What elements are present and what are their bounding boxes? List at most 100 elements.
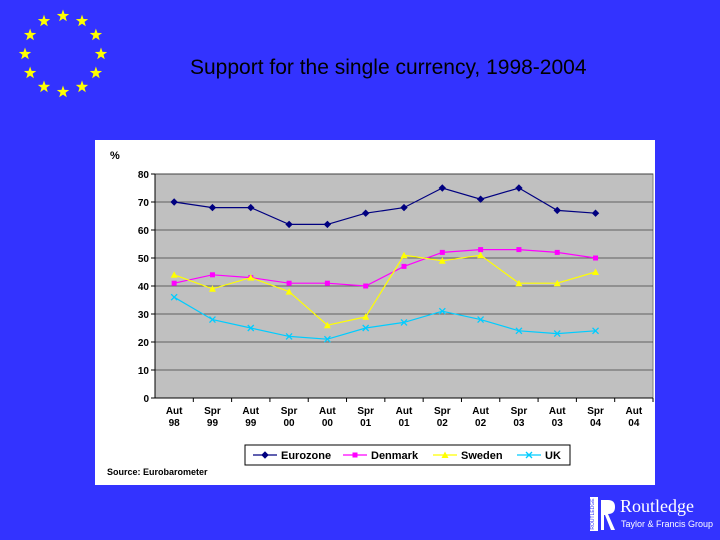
data-point-uk: [438, 307, 446, 315]
eu-star-icon: [23, 66, 37, 79]
x-tick-label-line: 04: [590, 418, 602, 429]
x-tick-label-line: 03: [513, 418, 525, 429]
data-point-sweden: [592, 268, 600, 275]
eu-star-icon: [37, 80, 51, 93]
y-tick-label: 30: [138, 310, 150, 321]
series-line-sweden: [173, 254, 596, 326]
y-tick-label: 0: [143, 394, 149, 405]
data-point-denmark: [478, 247, 484, 253]
series-uk: [170, 293, 599, 343]
data-point-sweden: [515, 279, 523, 287]
x-tick-label: Aut 01: [396, 406, 413, 429]
data-point-uk: [400, 318, 408, 326]
eu-flag-stars-icon: [18, 9, 108, 98]
x-tick-label-line: 01: [398, 418, 410, 429]
data-point-eurozone: [170, 198, 178, 206]
x-tick-label: Aut 98: [166, 406, 183, 429]
legend-marker-uk: [525, 451, 533, 459]
data-point-eurozone: [591, 209, 600, 217]
x-tick-label-line: 99: [245, 418, 257, 429]
data-point-sweden: [323, 321, 331, 329]
series-line-denmark: [174, 248, 596, 287]
eu-star-icon: [75, 80, 89, 93]
x-tick-label-line: 01: [360, 418, 372, 429]
data-point-denmark: [439, 249, 445, 255]
x-tick-label-line: 02: [437, 418, 449, 429]
chart-source: Source: Eurobarometer: [107, 467, 208, 477]
data-point-eurozone: [553, 206, 561, 215]
data-point-eurozone: [438, 184, 447, 192]
x-tick-label-line: Aut: [242, 406, 259, 417]
data-point-denmark: [401, 263, 407, 269]
x-tick-label: Aut 00: [319, 406, 336, 429]
x-tick-label-line: 00: [284, 418, 296, 429]
data-point-denmark: [286, 280, 292, 286]
y-tick-label: 70: [138, 198, 150, 209]
series-sweden: [170, 251, 600, 329]
series-eurozone: [170, 184, 600, 229]
data-point-uk: [362, 324, 370, 332]
logo-tagline: Taylor & Francis Group: [621, 519, 714, 529]
data-point-eurozone: [323, 220, 332, 229]
eu-star-icon: [89, 28, 103, 41]
data-point-uk: [285, 332, 293, 340]
series-line-uk: [173, 296, 596, 340]
y-tick-label: 80: [138, 170, 150, 181]
x-tick-label-line: 99: [207, 418, 219, 429]
data-point-denmark: [593, 255, 599, 261]
x-tick-label: Spr 99: [204, 406, 221, 429]
data-point-sweden: [438, 257, 446, 264]
data-point-uk: [209, 316, 216, 324]
data-point-uk: [592, 327, 599, 335]
data-point-uk: [170, 293, 178, 301]
data-point-eurozone: [208, 203, 217, 212]
x-tick-label-line: 02: [475, 418, 487, 429]
series-line-eurozone: [174, 187, 596, 226]
legend-marker-denmark: [352, 452, 358, 458]
eu-star-icon: [23, 28, 37, 41]
data-point-eurozone: [247, 203, 255, 212]
x-tick-label-line: Spr: [357, 406, 374, 417]
data-point-sweden: [247, 274, 255, 281]
x-tick-label-line: Aut: [166, 406, 183, 417]
data-point-eurozone: [361, 209, 370, 217]
x-tick-label-line: Aut: [626, 406, 643, 417]
y-tick-label: 60: [138, 226, 150, 237]
x-tick-label-line: Aut: [396, 406, 413, 417]
x-tick-label: Spr 03: [511, 406, 528, 429]
data-point-denmark: [171, 280, 177, 286]
eu-star-icon: [37, 14, 51, 27]
x-tick-label-line: 98: [169, 418, 181, 429]
x-tick-label: Spr 00: [281, 406, 298, 429]
eu-star-icon: [56, 85, 70, 98]
data-point-eurozone: [400, 203, 408, 212]
x-tick-label-line: Spr: [434, 406, 451, 417]
x-tick-label-line: 00: [322, 418, 334, 429]
legend-label-denmark: Denmark: [371, 450, 419, 462]
data-point-sweden: [553, 279, 561, 287]
eu-star-icon: [75, 14, 89, 27]
x-tick-label: Aut 04: [626, 406, 643, 429]
data-point-uk: [323, 335, 331, 343]
legend-label-sweden: Sweden: [461, 450, 503, 462]
data-point-sweden: [362, 313, 370, 320]
eu-star-icon: [94, 47, 108, 60]
x-tick-label-line: 03: [552, 418, 564, 429]
data-point-eurozone: [476, 195, 485, 203]
routledge-logo-icon: ROUTLEDGE: [590, 497, 615, 531]
x-tick-label-line: Spr: [204, 406, 221, 417]
chart-panel: 0 10 20 30 40 50 60 70 80% Aut 98 Spr 99 Aut 99 Spr 00 Au…: [95, 140, 655, 485]
data-point-denmark: [209, 272, 215, 278]
eu-star-icon: [56, 9, 70, 22]
x-tick-label-line: Aut: [472, 406, 489, 417]
legend-marker-eurozone: [261, 451, 269, 459]
y-axis-label: %: [110, 150, 120, 162]
x-tick-label-line: Aut: [549, 406, 566, 417]
data-point-uk: [477, 316, 485, 324]
data-point-uk: [247, 324, 255, 332]
data-point-sweden: [400, 251, 408, 259]
svg-text:ROUTLEDGE: ROUTLEDGE: [590, 498, 596, 530]
legend: [244, 444, 571, 466]
x-tick-label: Spr 02: [434, 406, 451, 429]
